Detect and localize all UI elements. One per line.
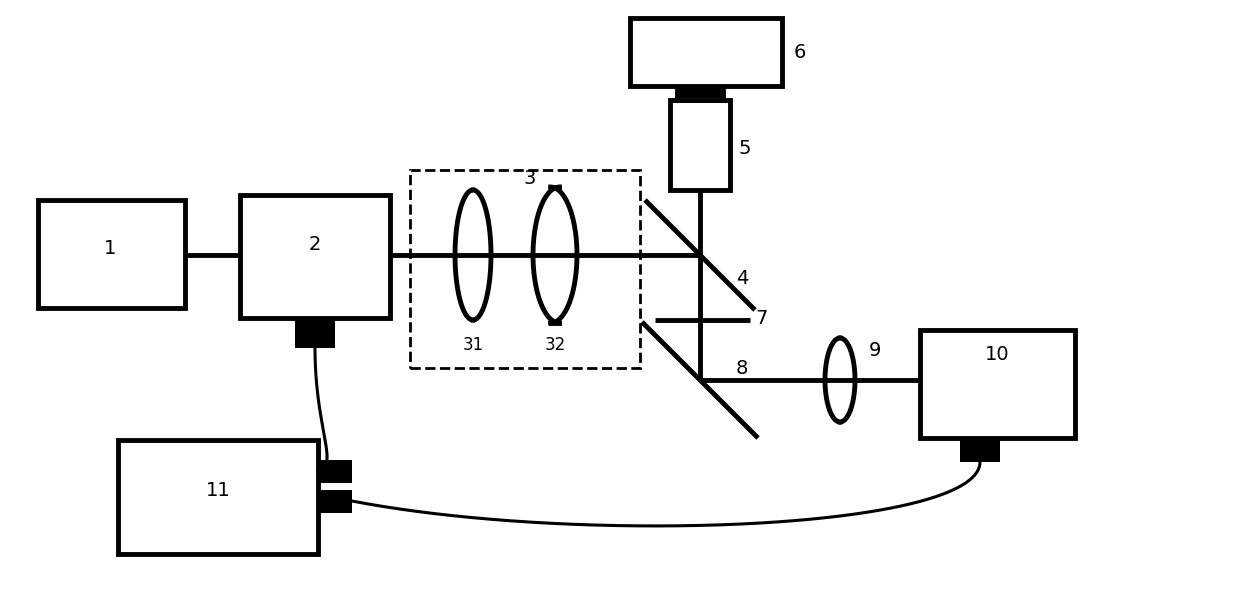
Text: 10: 10 — [985, 346, 1009, 364]
Text: 2: 2 — [309, 236, 321, 254]
Bar — [677, 86, 723, 100]
Bar — [317, 460, 352, 483]
Text: 31: 31 — [463, 336, 484, 354]
Bar — [630, 18, 782, 86]
Bar — [317, 490, 352, 513]
Bar — [295, 318, 335, 348]
Text: 7: 7 — [756, 308, 769, 328]
Text: 11: 11 — [206, 481, 231, 499]
Bar — [38, 200, 185, 308]
Text: 4: 4 — [735, 269, 748, 287]
Bar — [960, 438, 999, 462]
Text: 8: 8 — [735, 359, 748, 377]
Bar — [920, 330, 1075, 438]
Text: 9: 9 — [869, 341, 882, 359]
Bar — [670, 100, 730, 190]
Bar — [680, 88, 720, 98]
Text: 5: 5 — [739, 138, 751, 157]
Bar — [241, 195, 391, 318]
Bar — [118, 440, 317, 554]
Text: 6: 6 — [794, 43, 806, 61]
Text: 1: 1 — [104, 239, 117, 257]
Text: 32: 32 — [544, 336, 565, 354]
Bar — [410, 170, 640, 368]
Text: 3: 3 — [523, 168, 536, 188]
